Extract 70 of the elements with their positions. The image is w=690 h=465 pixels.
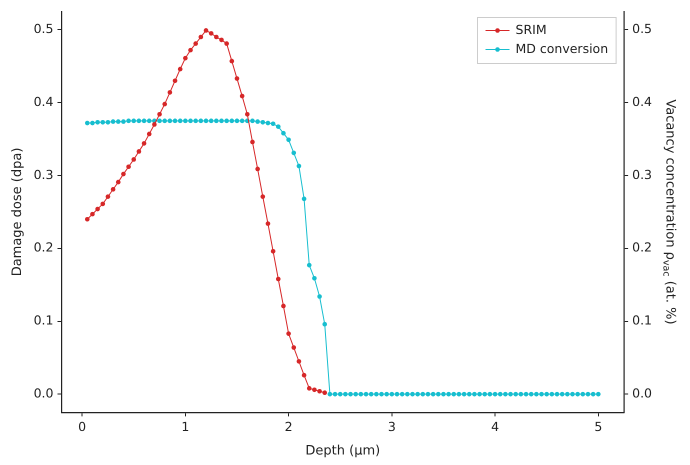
point <box>214 34 219 40</box>
point <box>281 304 286 308</box>
point <box>240 94 244 98</box>
y-tick-label: 0.2 <box>34 240 54 255</box>
point <box>198 34 204 40</box>
legend-label: MD conversion <box>516 40 608 56</box>
x-tick-label: 4 <box>491 419 500 434</box>
point <box>168 90 172 95</box>
y-tick-label: 0.4 <box>34 94 54 109</box>
legend-label: SRIM <box>516 22 547 37</box>
point <box>84 216 90 222</box>
point <box>136 149 142 154</box>
y2-tick-label: 0.1 <box>632 312 652 328</box>
y2-axis-title: Vacancy concentration ρvac (at. %) <box>660 99 678 325</box>
point <box>162 102 168 106</box>
y-tick-label: 0.0 <box>34 385 54 400</box>
point <box>270 249 276 254</box>
point <box>302 372 306 378</box>
point <box>250 140 255 144</box>
y2-tick-label: 0.5 <box>632 20 652 36</box>
point <box>142 141 146 146</box>
y-axis-title: Damage dose (dpa) <box>10 148 26 276</box>
point <box>234 76 240 81</box>
point <box>172 78 178 84</box>
point <box>178 66 182 72</box>
point <box>95 206 100 212</box>
point <box>317 388 322 394</box>
point <box>188 48 193 52</box>
point <box>286 331 291 336</box>
point <box>266 221 270 226</box>
point <box>296 359 302 364</box>
point <box>230 58 234 64</box>
point <box>152 122 157 127</box>
x-tick-label: 2 <box>284 419 293 434</box>
point <box>183 56 188 60</box>
point <box>100 202 106 206</box>
point <box>312 388 317 392</box>
x-axis-title: Depth (µm) <box>305 444 380 459</box>
y-tick-label: 0.5 <box>34 20 54 36</box>
point <box>204 28 208 33</box>
x-tick-label: 5 <box>594 419 602 434</box>
point <box>110 187 116 192</box>
point <box>224 41 229 46</box>
point <box>121 172 126 176</box>
point <box>157 112 162 117</box>
point <box>276 276 281 282</box>
point <box>291 345 296 350</box>
y2-tick-label: 0.3 <box>632 166 652 182</box>
point <box>306 386 312 391</box>
point <box>116 180 121 184</box>
point <box>219 38 224 42</box>
y-tick-label: 0.1 <box>34 312 54 328</box>
point <box>255 166 260 172</box>
point <box>90 212 95 216</box>
point <box>260 194 266 199</box>
x-tick-label: 1 <box>181 419 190 434</box>
x-tick-label: 3 <box>388 419 396 434</box>
point <box>322 390 328 396</box>
y2-tick-label: 0.4 <box>632 94 652 109</box>
point <box>208 31 214 36</box>
x-tick-label: 0 <box>78 419 86 434</box>
y2-tick-label: 0.2 <box>632 240 652 255</box>
point <box>106 194 110 199</box>
point <box>193 41 198 46</box>
point <box>245 112 250 117</box>
point <box>146 132 152 136</box>
y-tick-label: 0.3 <box>34 166 54 182</box>
point <box>131 157 136 162</box>
point <box>126 164 131 170</box>
y2-tick-label: 0.0 <box>632 385 652 400</box>
